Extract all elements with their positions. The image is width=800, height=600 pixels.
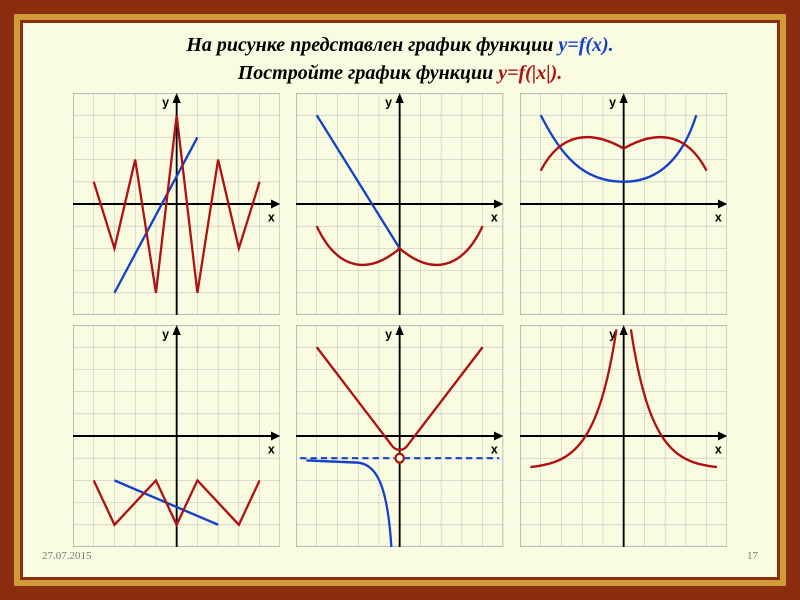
- title: На рисунке представлен график функции y=…: [73, 31, 727, 87]
- plot-3: xy: [520, 93, 727, 315]
- title-fx: y=f(x).: [558, 34, 613, 56]
- svg-text:y: y: [385, 326, 393, 342]
- title-line2-prefix: Постройте график функции: [238, 62, 499, 84]
- svg-text:x: x: [491, 209, 499, 225]
- svg-text:x: x: [715, 441, 723, 457]
- outer-frame: На рисунке представлен график функции y=…: [0, 0, 800, 600]
- plot-2: xy: [296, 93, 503, 315]
- title-fabs: y=f(|x|).: [498, 62, 562, 84]
- plot-grid: xy xy xy xy xy xy: [73, 93, 727, 547]
- svg-text:y: y: [162, 94, 170, 110]
- mid-frame: На рисунке представлен график функции y=…: [14, 14, 786, 586]
- slide-body: На рисунке представлен график функции y=…: [20, 20, 780, 580]
- plot-4: xy: [73, 325, 280, 547]
- plot-6: xy: [520, 325, 727, 547]
- svg-text:x: x: [715, 209, 723, 225]
- svg-text:x: x: [491, 441, 499, 457]
- svg-text:y: y: [609, 94, 617, 110]
- plot-5: xy: [296, 325, 503, 547]
- plot-1: xy: [73, 93, 280, 315]
- svg-text:y: y: [162, 326, 170, 342]
- title-line1-prefix: На рисунке представлен график функции: [186, 34, 558, 56]
- svg-text:x: x: [268, 209, 276, 225]
- svg-text:x: x: [268, 441, 276, 457]
- svg-text:y: y: [385, 94, 393, 110]
